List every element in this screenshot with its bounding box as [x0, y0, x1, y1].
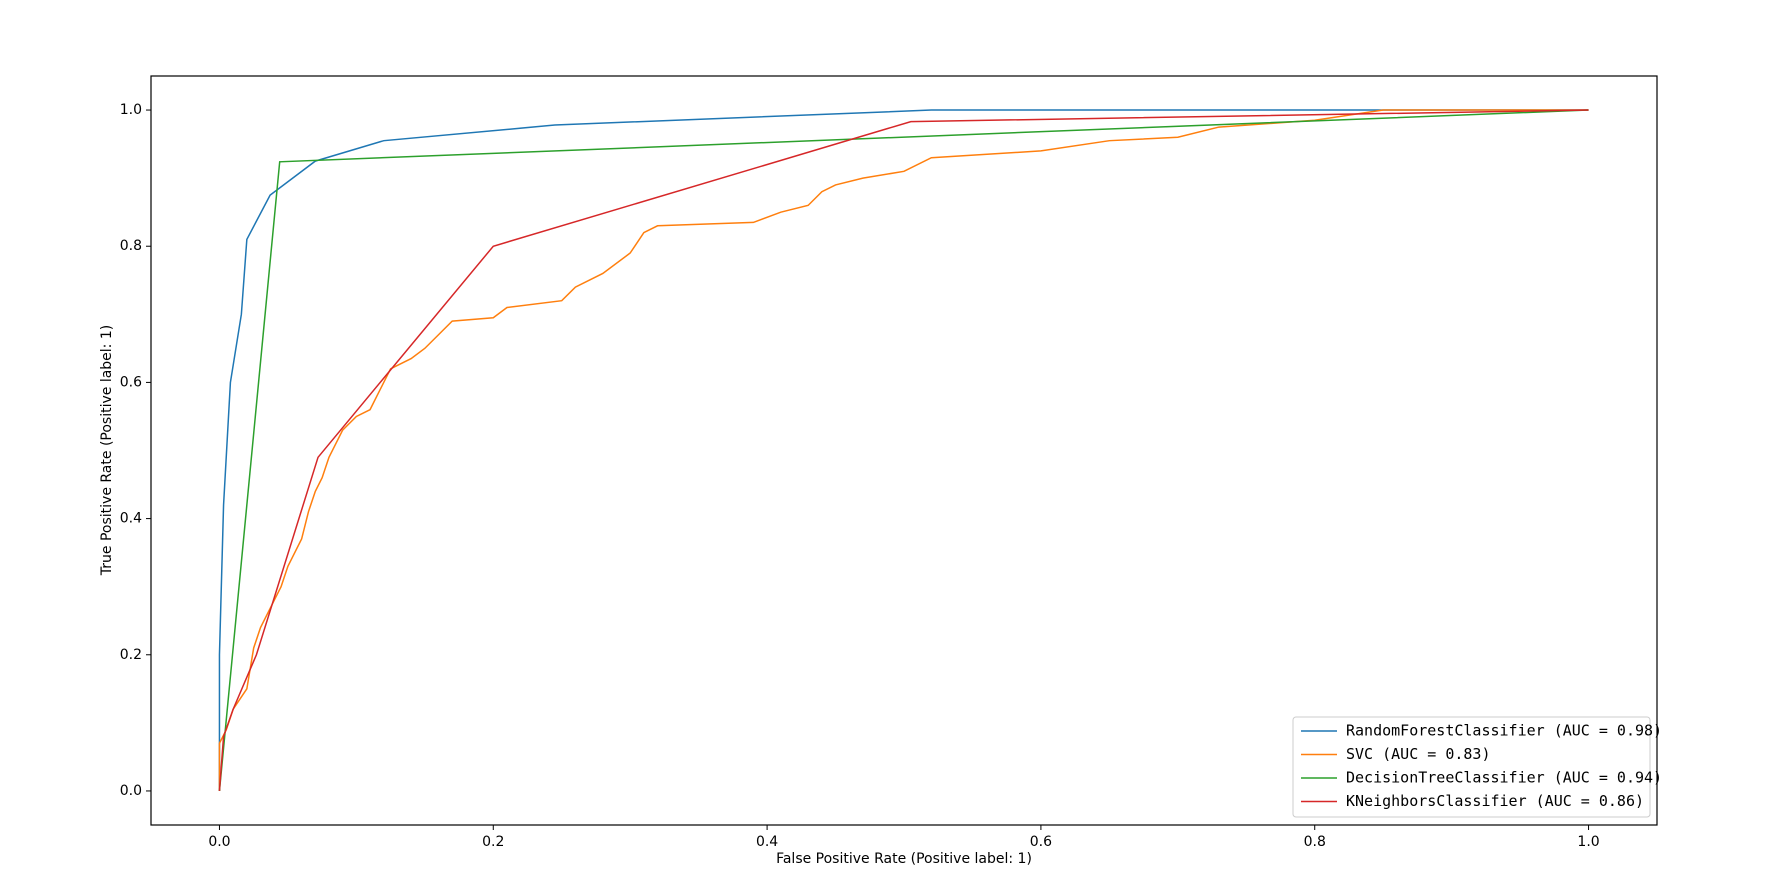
- legend-label: SVC (AUC = 0.83): [1346, 745, 1491, 763]
- x-tick-label: 0.4: [756, 834, 778, 850]
- roc-curve: [218, 109, 1589, 791]
- x-tick-label: 0.8: [1304, 834, 1326, 850]
- y-tick-label: 1.0: [120, 102, 142, 118]
- legend-box: [1292, 716, 1651, 818]
- y-tick-label: 0.2: [120, 647, 142, 663]
- x-tick-label: 1.0: [1577, 834, 1599, 850]
- roc-curve: [218, 109, 1589, 792]
- x-tick-label: 0.6: [1030, 834, 1052, 850]
- x-tick-label: 0.2: [482, 834, 504, 850]
- roc-curve: [218, 109, 1589, 792]
- legend-label: RandomForestClassifier (AUC = 0.98): [1346, 722, 1662, 740]
- x-axis-label: False Positive Rate (Positive label: 1): [776, 851, 1032, 867]
- roc-curve: [218, 109, 1589, 791]
- y-axis-label: True Positive Rate (Positive label: 1): [99, 325, 115, 576]
- legend-label: KNeighborsClassifier (AUC = 0.86): [1346, 792, 1644, 810]
- x-tick-label: 0.0: [208, 834, 230, 850]
- y-tick-label: 0.6: [120, 374, 142, 390]
- plot-frame: [150, 75, 1658, 826]
- y-tick-label: 0.4: [120, 511, 142, 527]
- y-tick-label: 0.0: [120, 783, 142, 799]
- legend-label: DecisionTreeClassifier (AUC = 0.94): [1346, 769, 1662, 787]
- y-tick-label: 0.8: [120, 238, 142, 254]
